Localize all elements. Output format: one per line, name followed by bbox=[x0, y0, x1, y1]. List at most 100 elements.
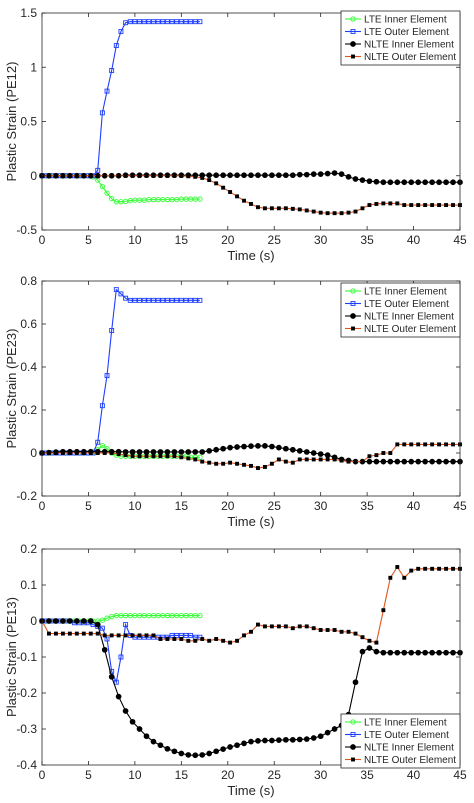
data-point bbox=[199, 752, 206, 758]
data-point bbox=[158, 454, 163, 459]
legend-marker bbox=[350, 313, 356, 319]
data-point bbox=[304, 624, 309, 629]
data-point bbox=[146, 297, 152, 303]
y-tick-label: 0.1 bbox=[20, 578, 37, 592]
data-point bbox=[415, 649, 422, 656]
x-tick-label: 15 bbox=[175, 499, 189, 513]
y-tick-label: 0 bbox=[30, 614, 37, 628]
data-point bbox=[192, 19, 198, 25]
data-point bbox=[430, 442, 435, 447]
data-point bbox=[122, 708, 129, 714]
data-point bbox=[283, 206, 288, 211]
legend-label: LTE Inner Element bbox=[364, 718, 447, 729]
legend-marker bbox=[350, 301, 356, 306]
data-point bbox=[248, 443, 254, 449]
data-point bbox=[311, 626, 316, 631]
x-axis-label: Time (s) bbox=[227, 514, 274, 529]
legend-marker bbox=[350, 41, 356, 47]
data-point bbox=[130, 633, 135, 638]
data-point bbox=[95, 451, 100, 455]
data-point bbox=[193, 174, 198, 179]
data-point bbox=[178, 297, 184, 303]
data-point bbox=[256, 205, 260, 210]
data-point bbox=[269, 172, 275, 179]
data-point bbox=[297, 457, 302, 462]
y-tick-label: 1 bbox=[30, 60, 37, 74]
data-point bbox=[311, 457, 316, 462]
data-point bbox=[123, 622, 129, 628]
data-point bbox=[193, 638, 198, 643]
data-point bbox=[67, 631, 72, 636]
data-point bbox=[228, 460, 233, 465]
data-point bbox=[242, 462, 246, 467]
data-point bbox=[234, 172, 240, 179]
data-point bbox=[415, 458, 422, 465]
data-point bbox=[374, 202, 379, 206]
data-point bbox=[164, 19, 170, 25]
data-point bbox=[262, 624, 267, 629]
data-point bbox=[137, 454, 142, 459]
data-point bbox=[310, 171, 317, 177]
data-point bbox=[143, 449, 150, 455]
data-point bbox=[73, 618, 80, 624]
y-tick-label: -0.5 bbox=[16, 223, 37, 237]
data-point bbox=[289, 736, 296, 743]
data-point bbox=[74, 451, 79, 455]
data-point bbox=[206, 750, 213, 757]
data-point bbox=[401, 458, 408, 465]
data-point bbox=[88, 451, 93, 455]
data-point bbox=[451, 566, 455, 571]
data-point bbox=[214, 461, 219, 466]
data-point bbox=[207, 460, 212, 465]
legend-marker bbox=[351, 54, 355, 59]
y-tick-label: 0.8 bbox=[20, 274, 37, 288]
data-point bbox=[81, 451, 86, 455]
data-point bbox=[109, 195, 115, 202]
data-point bbox=[394, 458, 401, 465]
data-point bbox=[303, 171, 310, 178]
data-point bbox=[186, 174, 191, 179]
data-point bbox=[241, 172, 247, 179]
data-point bbox=[113, 43, 119, 48]
data-point bbox=[367, 454, 372, 459]
x-tick-label: 0 bbox=[39, 768, 46, 782]
data-point bbox=[242, 198, 246, 203]
data-point bbox=[102, 451, 107, 455]
data-point bbox=[228, 640, 233, 645]
data-point bbox=[276, 737, 282, 744]
data-point bbox=[136, 726, 143, 732]
data-point bbox=[332, 211, 337, 216]
data-point bbox=[104, 88, 110, 94]
series-nlte-outer bbox=[40, 565, 462, 645]
y-axis-label: Plastic Strain (PE12) bbox=[4, 62, 19, 182]
data-point bbox=[183, 632, 189, 638]
data-point bbox=[331, 726, 338, 732]
y-tick-label: 0.4 bbox=[20, 360, 37, 374]
data-point bbox=[283, 459, 288, 464]
x-tick-label: 40 bbox=[407, 233, 421, 247]
data-point bbox=[437, 442, 442, 447]
y-tick-label: 0.2 bbox=[20, 403, 37, 417]
data-point bbox=[353, 209, 358, 214]
data-point bbox=[123, 633, 128, 638]
x-tick-label: 25 bbox=[268, 499, 282, 513]
data-point bbox=[123, 173, 128, 178]
data-point bbox=[345, 173, 352, 180]
data-point bbox=[374, 640, 379, 645]
data-point bbox=[402, 442, 407, 447]
data-point bbox=[188, 297, 194, 303]
data-point bbox=[249, 463, 253, 468]
data-point bbox=[199, 449, 206, 455]
data-point bbox=[141, 19, 147, 25]
data-point bbox=[366, 645, 373, 651]
data-point bbox=[339, 629, 344, 634]
data-point bbox=[339, 458, 344, 463]
data-point bbox=[416, 203, 421, 207]
data-point bbox=[67, 173, 72, 178]
data-point bbox=[276, 444, 282, 451]
y-tick-label: 0.6 bbox=[20, 317, 37, 331]
data-point bbox=[423, 203, 428, 207]
data-point bbox=[324, 729, 331, 736]
x-tick-label: 20 bbox=[221, 499, 235, 513]
